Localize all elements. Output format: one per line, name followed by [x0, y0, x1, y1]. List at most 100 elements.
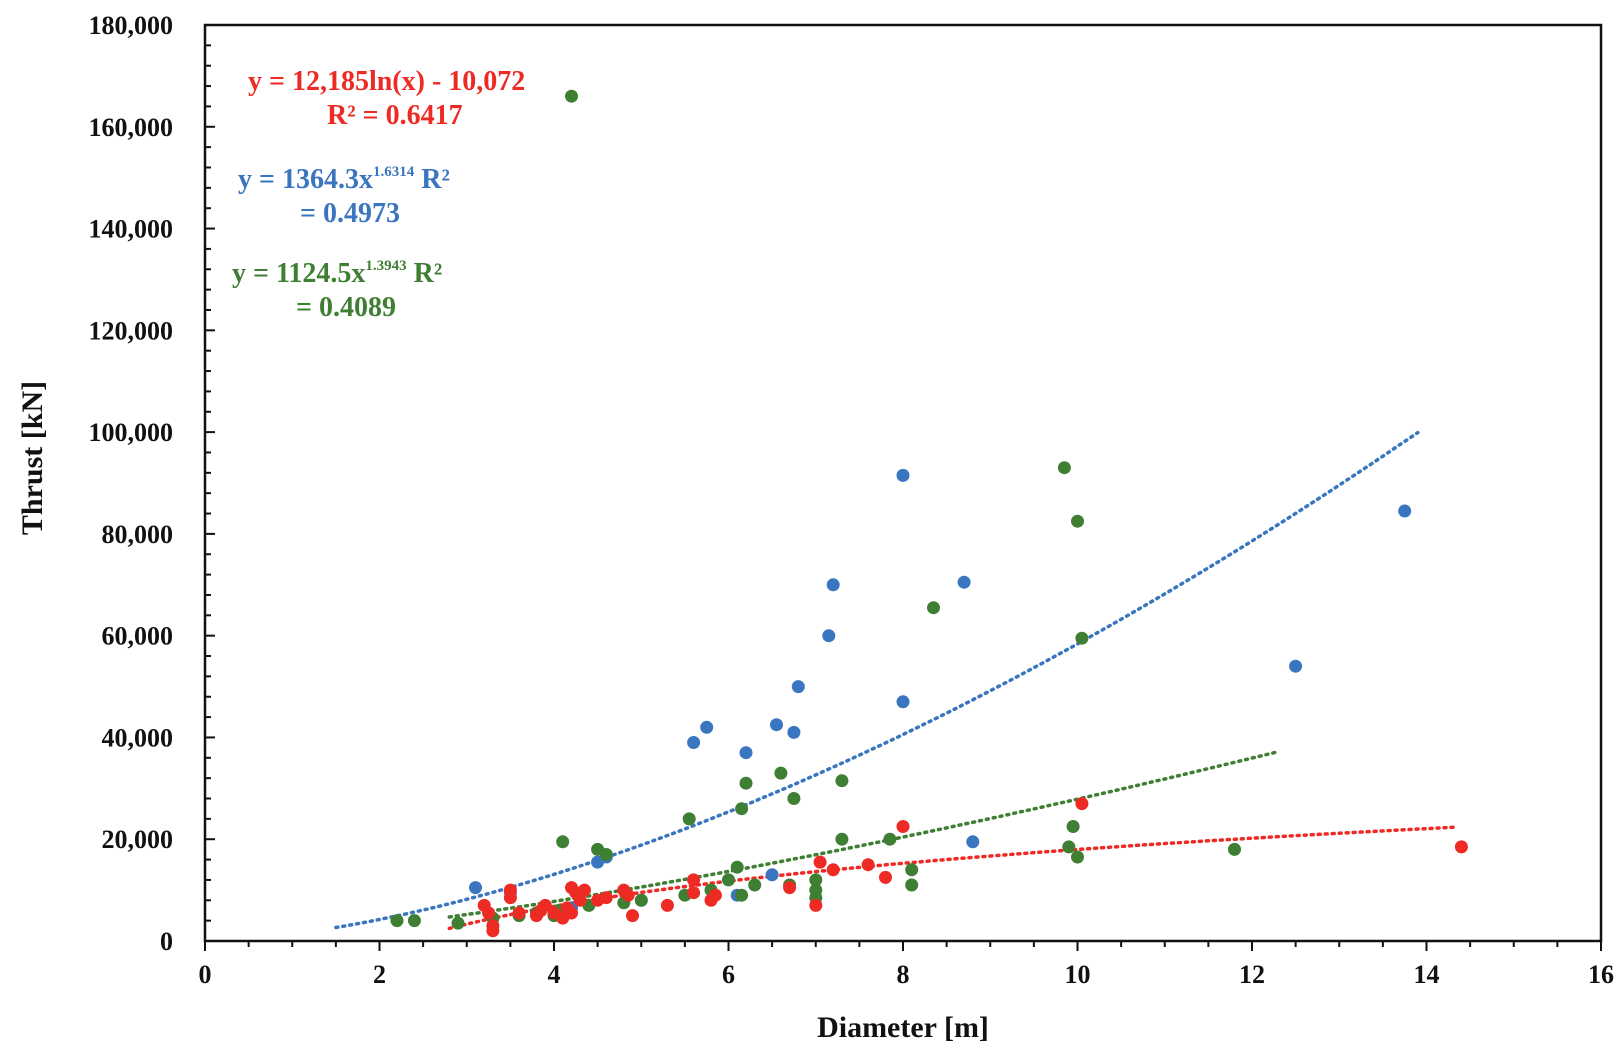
blue-point [896, 468, 910, 482]
y-tick-label: 180,000 [89, 11, 174, 40]
green-equation-line1: y = 1124.5x1.3943 R² [232, 258, 442, 289]
green-point [735, 888, 749, 902]
blue-equation-exponent: 1.6314 [373, 164, 415, 180]
blue-point [957, 575, 971, 589]
y-tick-label: 140,000 [89, 215, 174, 244]
green-point [809, 873, 823, 887]
blue-equation-prefix: y = 1364.3x [238, 164, 373, 195]
red-point [809, 898, 823, 912]
green-point [407, 914, 421, 928]
red-point [861, 858, 875, 872]
x-axis-title: Diameter [m] [817, 1011, 989, 1044]
x-tick-label: 4 [548, 960, 561, 989]
x-tick-label: 6 [722, 960, 735, 989]
blue-point [1289, 659, 1303, 673]
red-point [503, 891, 517, 905]
y-tick-label: 0 [160, 927, 173, 956]
green-point [634, 893, 648, 907]
green-point [565, 89, 578, 103]
red-point [687, 886, 701, 900]
red-point [565, 906, 578, 920]
x-tick-label: 14 [1414, 960, 1440, 989]
green-point [1062, 840, 1076, 854]
red-point [687, 873, 701, 887]
blue-point [770, 718, 783, 732]
green-point [599, 848, 613, 861]
green-point [682, 812, 696, 826]
red-point [1454, 840, 1468, 854]
x-tick-label: 0 [199, 960, 212, 989]
red-point [896, 820, 910, 833]
green-equation-line2: = 0.4089 [296, 292, 396, 323]
green-point [556, 835, 570, 849]
blue-point [966, 835, 980, 849]
green-point [927, 601, 940, 615]
green-equation-exponent: 1.3943 [365, 258, 406, 274]
trendline-equations: y = 12,185ln(x) - 10,072 R² = 0.6417 y =… [232, 66, 525, 323]
red-point [482, 906, 496, 920]
x-tick-label: 8 [897, 960, 910, 989]
red-point [660, 898, 674, 912]
blue-equation-line2: = 0.4973 [300, 198, 400, 229]
y-tick-label: 80,000 [102, 520, 174, 549]
x-tick-label: 16 [1588, 960, 1614, 989]
green-point [883, 832, 897, 846]
green-trendline [447, 749, 1280, 919]
green-point [390, 914, 404, 928]
blue-point [826, 578, 840, 592]
green-point [722, 873, 735, 887]
y-tick-label: 60,000 [102, 622, 174, 651]
y-tick-label: 20,000 [102, 825, 174, 854]
green-point [739, 776, 753, 790]
red-point [599, 891, 613, 905]
red-point [826, 863, 840, 877]
green-point [1071, 850, 1084, 864]
x-tick-label: 10 [1065, 960, 1091, 989]
blue-point [896, 695, 910, 709]
blue-point [1398, 504, 1412, 518]
blue-point [791, 680, 805, 694]
red-point [1075, 797, 1089, 811]
x-tick-label: 12 [1239, 960, 1265, 989]
red-point [573, 893, 587, 907]
red-point [708, 888, 722, 902]
green-point [1075, 631, 1089, 645]
green-point [774, 766, 788, 780]
red-equation-line1: y = 12,185ln(x) - 10,072 [248, 66, 525, 97]
blue-equation-line1: y = 1364.3x1.6314 R² [238, 164, 450, 195]
red-point [512, 906, 526, 920]
blue-point [700, 720, 714, 734]
red-point [879, 870, 892, 884]
y-tick-label: 100,000 [89, 418, 174, 447]
green-point [730, 860, 744, 874]
blue-point [787, 725, 801, 739]
data-points [390, 89, 1468, 938]
y-tick-label: 160,000 [89, 113, 174, 142]
blue-point [687, 736, 701, 749]
red-point [578, 883, 591, 897]
green-equation-prefix: y = 1124.5x [232, 258, 365, 289]
red-point [813, 855, 827, 869]
green-point [1228, 842, 1241, 856]
green-point [905, 878, 919, 892]
blue-point [765, 868, 779, 882]
red-trendline [447, 825, 1459, 931]
green-point [787, 792, 801, 805]
green-point [1057, 461, 1071, 475]
trendlines [334, 430, 1459, 931]
y-axis-title: Thrust [kN] [16, 381, 49, 535]
green-point [905, 863, 919, 877]
red-point [783, 881, 797, 895]
green-point [835, 832, 849, 846]
red-point [626, 909, 639, 923]
green-point [735, 802, 749, 816]
blue-point [469, 881, 482, 895]
axes: 0 2 4 6 8 10 12 14 16 0 20,000 40,000 60,000 80,000 10… [89, 11, 1615, 989]
blue-trendline [334, 430, 1420, 930]
red-point [621, 888, 635, 902]
y-tick-label: 120,000 [89, 316, 174, 345]
green-point [451, 916, 465, 930]
green-point [835, 774, 849, 788]
green-point [748, 878, 762, 892]
